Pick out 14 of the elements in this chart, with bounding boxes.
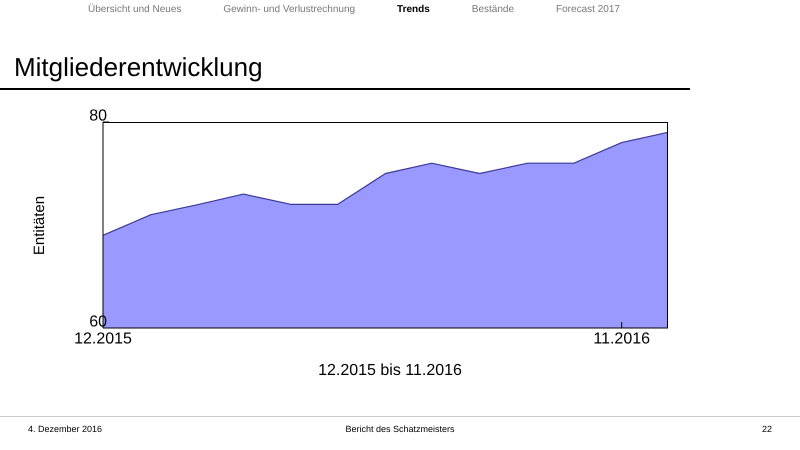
text: 22	[762, 424, 772, 434]
x-tick-label: 12.2015	[74, 330, 132, 348]
text: 4. Dezember 2016	[28, 424, 102, 434]
chart-title: Mitgliederentwicklung	[14, 52, 263, 83]
text: Forecast 2017	[556, 4, 620, 15]
y-axis-title: Entitäten	[32, 195, 48, 255]
x-axis-title: 12.2015 bis 11.2016	[318, 362, 462, 379]
text: Übersicht und Neues	[88, 4, 182, 15]
y-tick-label: 80	[89, 108, 108, 125]
text: Bestände	[472, 4, 514, 15]
x-tick-label: 11.2016	[593, 330, 650, 348]
text: Bericht des Schatzmeisters	[345, 424, 455, 434]
text: Trends	[397, 4, 430, 15]
text: Gewinn- und Verlustrechnung	[223, 4, 356, 15]
